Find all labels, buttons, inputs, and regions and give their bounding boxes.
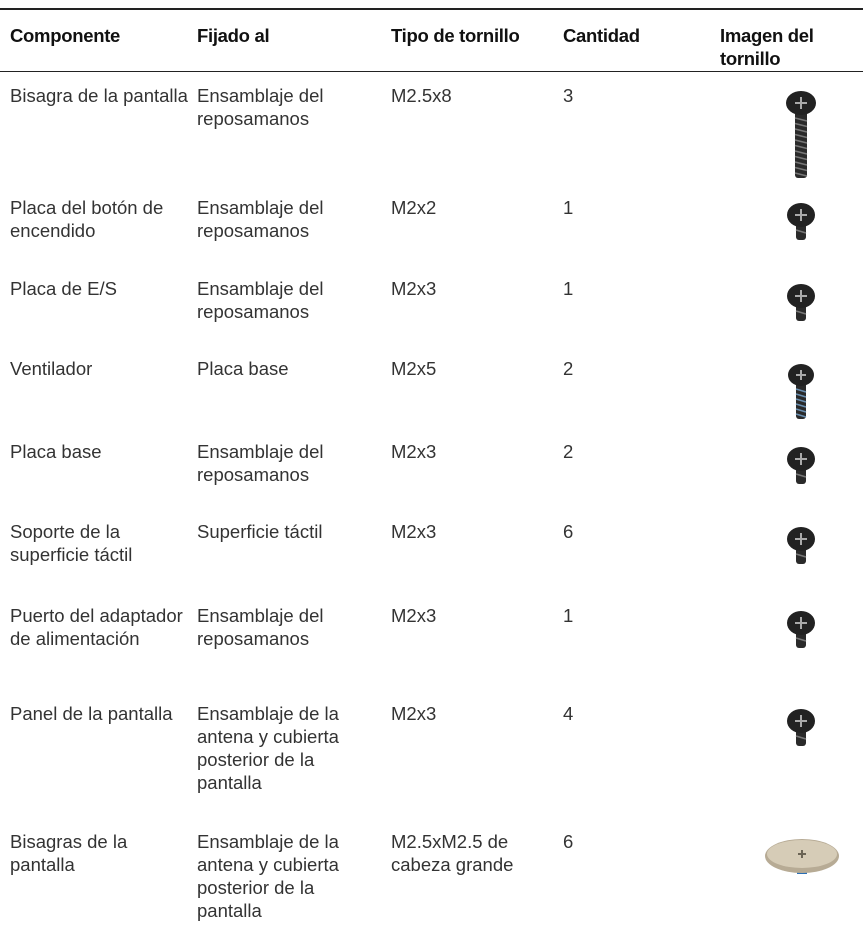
table-cell: M2x5 <box>391 358 437 379</box>
screw-image <box>788 364 814 419</box>
screw-image <box>786 91 816 178</box>
table-cell: M2.5x8 <box>391 85 452 106</box>
screw-image <box>787 284 815 321</box>
table-cell: Placa de E/S <box>10 278 117 299</box>
header-cell: Tipo de tornillo <box>391 25 520 46</box>
table-cell: 4 <box>563 703 574 724</box>
table-cell: 1 <box>563 197 574 218</box>
table-cell: M2x3 <box>391 605 437 626</box>
table-cell: Ensamblaje del reposamanos <box>197 197 324 241</box>
table-cell: M2x3 <box>391 441 437 462</box>
screw-image <box>787 527 815 564</box>
table-cell: Bisagras de la pantalla <box>10 831 128 875</box>
table-cell: Ensamblaje del reposamanos <box>197 85 324 129</box>
screw-image <box>787 709 815 746</box>
table-cell: M2.5xM2.5 de cabeza grande <box>391 831 514 875</box>
table-cell: Ventilador <box>10 358 93 379</box>
header-cell: Fijado al <box>197 25 270 46</box>
table-cell: Ensamblaje de la antena y cubierta poste… <box>197 831 339 921</box>
header-cell: Componente <box>10 25 121 46</box>
table-cell: M2x3 <box>391 278 437 299</box>
table-cell: M2x3 <box>391 703 437 724</box>
table-cell: 1 <box>563 605 574 626</box>
screw-image <box>765 839 839 874</box>
table-cell: Panel de la pantalla <box>10 703 173 724</box>
table-cell: Superficie táctil <box>197 521 323 542</box>
table-cell: 1 <box>563 278 574 299</box>
table-cell: Placa base <box>10 441 102 462</box>
table-cell: 2 <box>563 441 574 462</box>
table-cell: M2x3 <box>391 521 437 542</box>
table-cell: Puerto del adaptador de alimentación <box>10 605 183 649</box>
table-cell: Ensamblaje de la antena y cubierta poste… <box>197 703 339 793</box>
table-cell: 6 <box>563 521 574 542</box>
header-cell: Cantidad <box>563 25 640 46</box>
table-cell: 3 <box>563 85 574 106</box>
table-cell: Ensamblaje del reposamanos <box>197 441 324 485</box>
table-cell: M2x2 <box>391 197 437 218</box>
table-cell: Ensamblaje del reposamanos <box>197 278 324 322</box>
table-top-rule <box>0 8 863 10</box>
table-cell: Placa del botón de encendido <box>10 197 164 241</box>
table-cell: Soporte de la superficie táctil <box>10 521 133 565</box>
table-cell: Ensamblaje del reposamanos <box>197 605 324 649</box>
screw-image <box>787 203 815 240</box>
header-cell: Imagen del tornillo <box>720 25 814 69</box>
table-cell: 2 <box>563 358 574 379</box>
table-cell: Bisagra de la pantalla <box>10 85 188 106</box>
header-rule <box>0 71 863 72</box>
screw-image <box>787 611 815 648</box>
table-cell: Placa base <box>197 358 289 379</box>
screw-image <box>787 447 815 484</box>
table-cell: 6 <box>563 831 574 852</box>
